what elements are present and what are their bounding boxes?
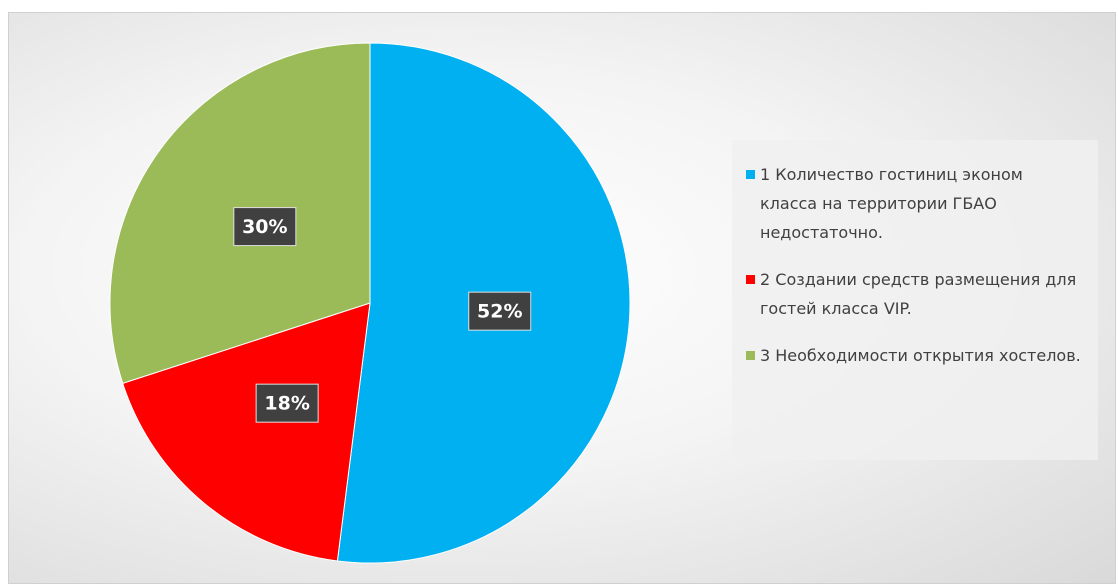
data-label-box <box>468 291 532 331</box>
data-label-text: 18% <box>264 393 309 415</box>
legend-swatch <box>746 275 755 284</box>
legend: 1 Количество гостиниц эконом класса на т… <box>732 140 1098 460</box>
legend-item: 3 Необходимости открытия хостелов. <box>746 341 1084 370</box>
data-label: 18% <box>255 383 319 423</box>
legend-swatch <box>746 170 755 179</box>
legend-swatch <box>746 351 755 360</box>
data-label-box <box>255 383 319 423</box>
legend-label: 1 Количество гостиниц эконом класса на т… <box>760 165 1023 242</box>
legend-item: 1 Количество гостиниц эконом класса на т… <box>746 160 1084 247</box>
pie-slice <box>122 302 371 562</box>
data-label-box <box>233 207 297 247</box>
data-label-text: 30% <box>242 216 287 238</box>
legend-label: 3 Необходимости открытия хостелов. <box>760 346 1081 365</box>
legend-item: 2 Создании средств размещения для гостей… <box>746 265 1084 323</box>
data-label: 30% <box>233 207 297 247</box>
data-label-text: 52% <box>477 301 522 323</box>
legend-label: 2 Создании средств размещения для гостей… <box>760 270 1077 318</box>
data-label: 52% <box>468 291 532 331</box>
